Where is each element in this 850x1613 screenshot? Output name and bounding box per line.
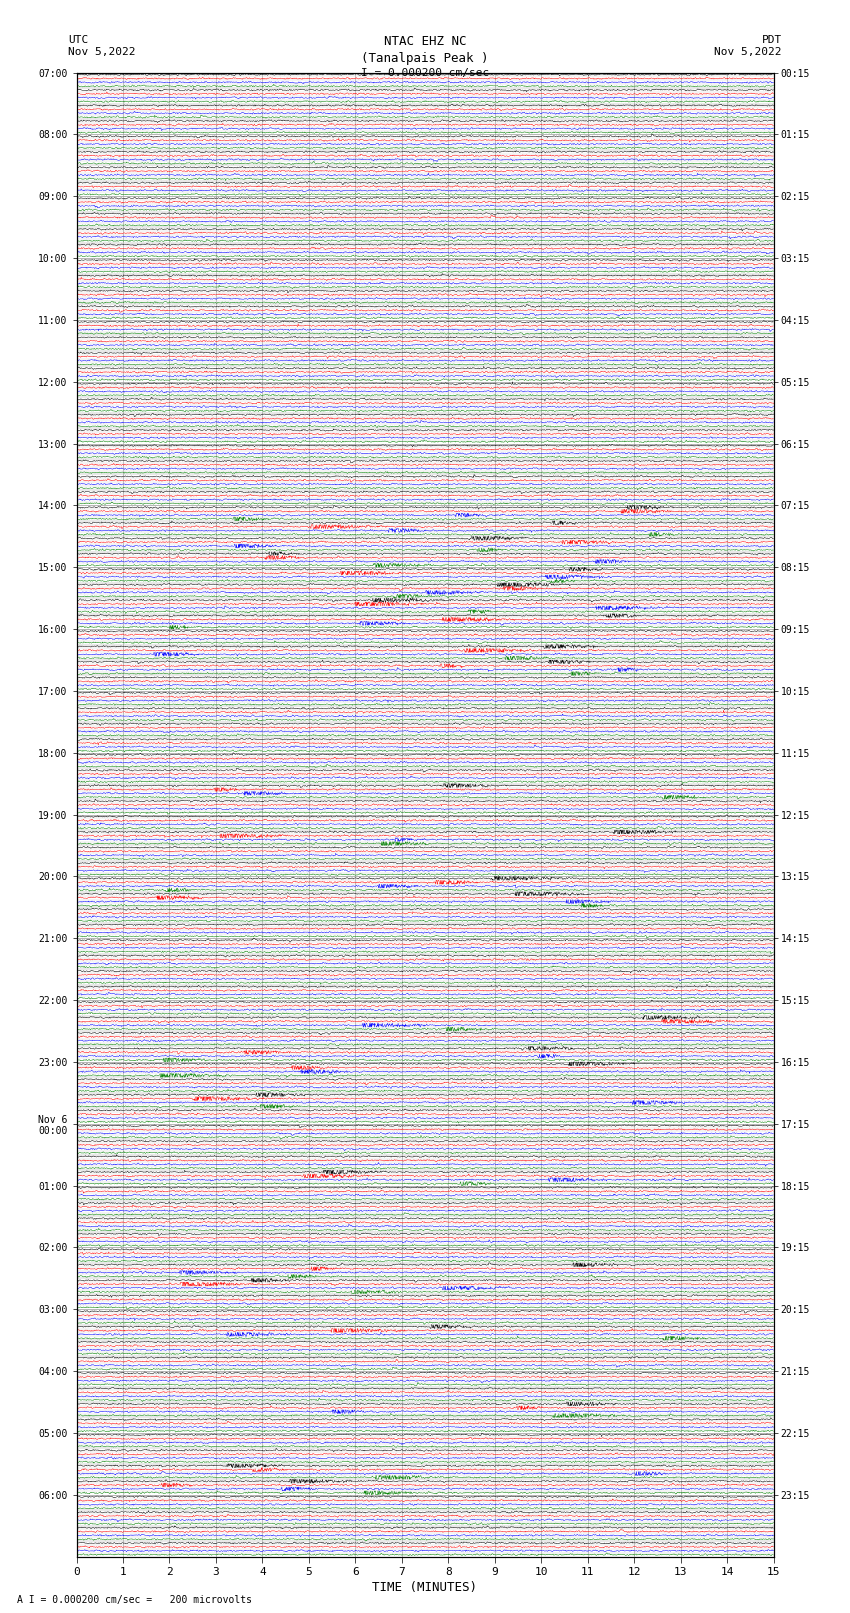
Text: UTC
Nov 5,2022: UTC Nov 5,2022 [68, 35, 135, 56]
Text: A I = 0.000200 cm/sec =   200 microvolts: A I = 0.000200 cm/sec = 200 microvolts [17, 1595, 252, 1605]
X-axis label: TIME (MINUTES): TIME (MINUTES) [372, 1581, 478, 1594]
Text: (Tanalpais Peak ): (Tanalpais Peak ) [361, 52, 489, 65]
Text: I = 0.000200 cm/sec: I = 0.000200 cm/sec [361, 68, 489, 77]
Text: NTAC EHZ NC: NTAC EHZ NC [383, 35, 467, 48]
Text: PDT
Nov 5,2022: PDT Nov 5,2022 [715, 35, 782, 56]
